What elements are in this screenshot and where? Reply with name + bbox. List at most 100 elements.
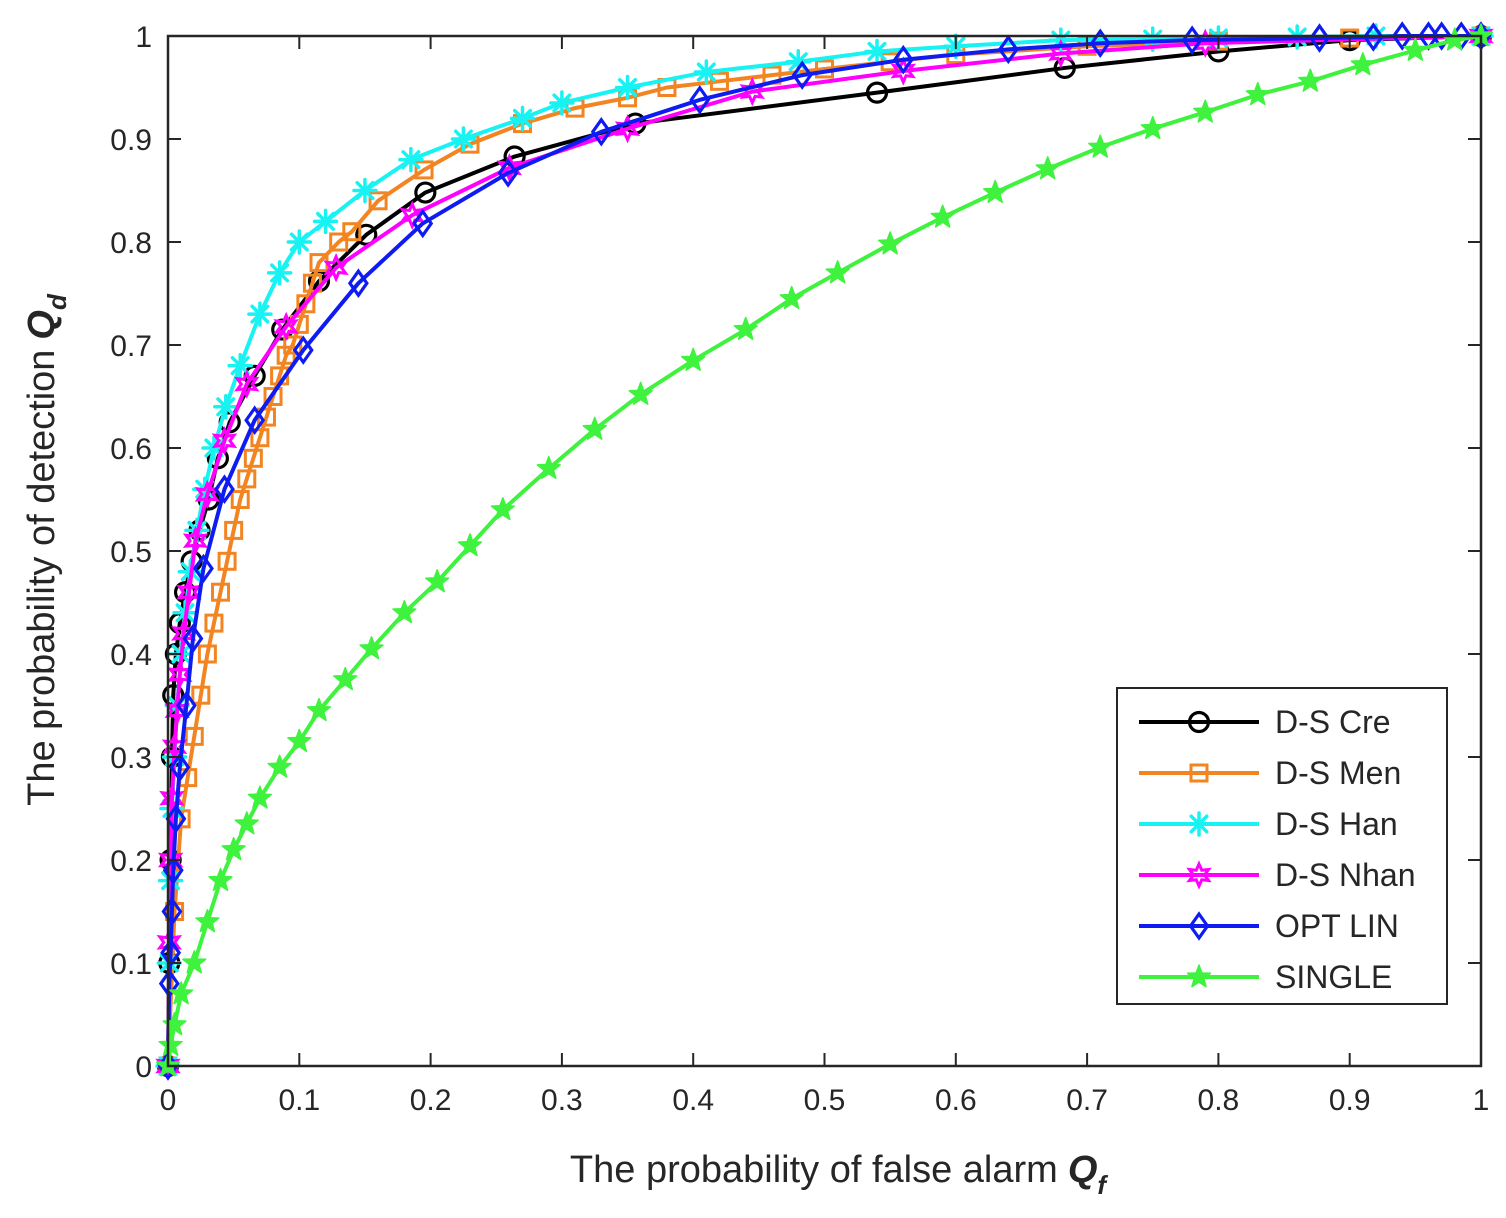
data-point-d-s-cre [355,223,378,246]
data-point-d-s-han [549,90,575,116]
series-layer [155,21,1494,1081]
data-point-single [983,179,1008,204]
data-point-single [825,260,850,284]
data-point-opt-lin [997,34,1019,65]
x-tick-label: 0.8 [1198,1084,1240,1117]
y-tick-label: 0.2 [110,845,152,878]
data-point-single [536,455,561,480]
y-tick-label: 1 [135,21,152,54]
data-point-d-s-nhan [890,56,917,86]
data-point-d-s-han [693,59,720,85]
data-point-single [779,285,804,310]
data-point-d-s-han [398,146,424,173]
data-point-d-s-nhan [234,369,260,399]
data-point-single [162,1012,187,1036]
data-point-single [877,231,903,255]
data-point-d-s-han [247,301,273,327]
data-point-d-s-cre [865,81,889,104]
data-point-opt-lin [689,85,711,115]
y-tick-label: 0.8 [110,227,152,260]
data-point-d-s-nhan [323,253,349,283]
data-point-d-s-han [785,49,811,75]
data-point-d-s-cre [414,181,437,204]
data-point-single [195,909,220,933]
data-point-single [182,950,207,974]
data-point-opt-lin [892,44,914,75]
x-tick-label: 0.1 [278,1084,320,1117]
data-point-single [267,754,292,778]
data-point-single [1350,52,1375,76]
data-point-d-s-men [204,613,224,633]
data-point-d-s-han [509,105,536,132]
data-point-single [1245,81,1270,106]
data-point-d-s-han [864,38,890,65]
x-tick-label: 0.9 [1329,1084,1371,1117]
data-point-opt-lin [160,937,182,968]
legend-label-d-s-han: D-S Han [1275,806,1398,842]
legend-label-d-s-nhan: D-S Nhan [1275,857,1416,893]
x-axis-label-subscript: f [1097,1170,1108,1200]
legend-marker-d-s-nhan [1186,860,1212,890]
data-point-d-s-han [1140,26,1166,52]
x-axis-label-symbol: Q [1068,1149,1098,1191]
x-axis-label: The probability of false alarm Qf [570,1149,1108,1200]
data-point-single [490,497,515,521]
data-point-single [221,836,246,861]
data-point-d-s-men [329,232,349,252]
y-tick-label: 0.7 [110,330,152,363]
data-point-opt-lin [412,208,434,239]
axis-ticks: 0 0.1 0.2 0.3 0.4 0.5 0.6 0.7 0.8 0.9 1 0 0.1 0.2 0.3 0… [110,21,1489,1117]
data-point-d-s-men [368,191,388,211]
data-point-d-s-nhan [211,426,238,456]
data-point-d-s-han [614,74,641,101]
x-tick-label: 0.2 [410,1084,452,1117]
legend-label-d-s-men: D-S Men [1275,755,1401,791]
data-point-opt-lin [292,335,314,365]
data-point-single [359,636,384,660]
data-point-d-s-men [342,222,362,242]
x-tick-label: 1 [1473,1084,1490,1117]
data-point-d-s-han [213,394,239,420]
data-point-opt-lin [1309,23,1330,53]
data-point-d-s-han [286,229,313,255]
data-point-opt-lin [1431,21,1453,51]
data-point-d-s-men [243,448,263,468]
x-tick-label: 0.6 [935,1084,977,1117]
legend-marker-d-s-cre [1187,710,1211,734]
legend-item-d-s-men: D-S Men [1139,755,1401,791]
data-point-d-s-men [197,644,217,664]
data-point-single [582,416,607,440]
data-point-d-s-han [227,352,253,379]
data-point-single [1140,115,1165,140]
legend-label-opt-lin: OPT LIN [1275,908,1399,944]
legend-item-opt-lin: OPT LIN [1139,908,1399,944]
data-point-d-s-men [217,551,237,571]
legend-item-d-s-nhan: D-S Nhan [1139,857,1416,893]
data-point-d-s-men [237,469,257,489]
y-tick-label: 0.9 [110,124,152,157]
data-point-d-s-nhan [496,153,523,183]
data-point-d-s-men [250,428,270,448]
data-point-single [1035,156,1060,180]
data-point-single [208,867,233,892]
data-point-single [234,811,259,835]
data-point-opt-lin [497,158,519,188]
y-tick-label: 0.3 [110,742,152,775]
data-point-opt-lin [347,268,369,298]
legend-label-single: SINGLE [1275,959,1392,995]
data-point-single [168,981,194,1005]
data-point-d-s-han [352,177,378,204]
y-axis-label-symbol: Q [21,310,63,340]
legend-marker-single [1186,964,1212,988]
data-point-single [457,533,483,557]
data-point-single [425,569,450,593]
x-tick-label: 0.7 [1066,1084,1108,1117]
legend: D-S Cre D-S Men D-S Han D-S Nhan OPT LIN SING… [1116,687,1448,1005]
data-point-opt-lin [1362,22,1384,52]
data-point-single [333,667,358,691]
data-point-single [733,316,758,341]
data-point-single [1193,99,1218,123]
data-point-d-s-men [283,335,303,355]
data-point-opt-lin [158,968,180,999]
